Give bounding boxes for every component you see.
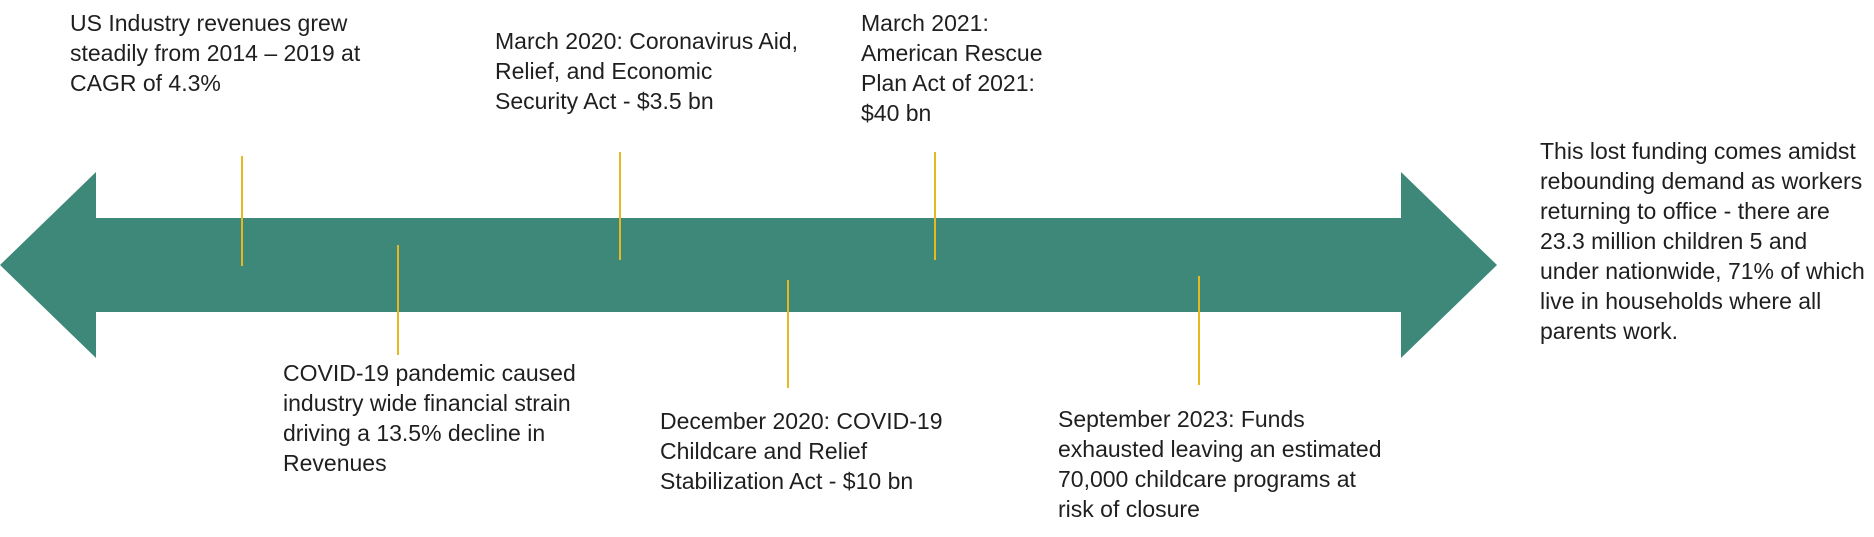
timeline-event-label: September 2023: Funds exhausted leaving …	[1058, 406, 1382, 522]
timeline-event-label: March 2020: Coronavirus Aid, Relief, and…	[495, 28, 798, 114]
timeline-event-label: March 2021: American Rescue Plan Act of …	[861, 10, 1043, 126]
timeline-event-label: US Industry revenues grew steadily from …	[70, 10, 361, 96]
timeline-event-label: December 2020: COVID-19 Childcare and Re…	[660, 408, 943, 494]
side-note: This lost funding comes amidst reboundin…	[1540, 138, 1865, 344]
timeline-event-label: COVID-19 pandemic caused industry wide f…	[283, 360, 576, 476]
double-headed-arrow	[0, 172, 1497, 358]
